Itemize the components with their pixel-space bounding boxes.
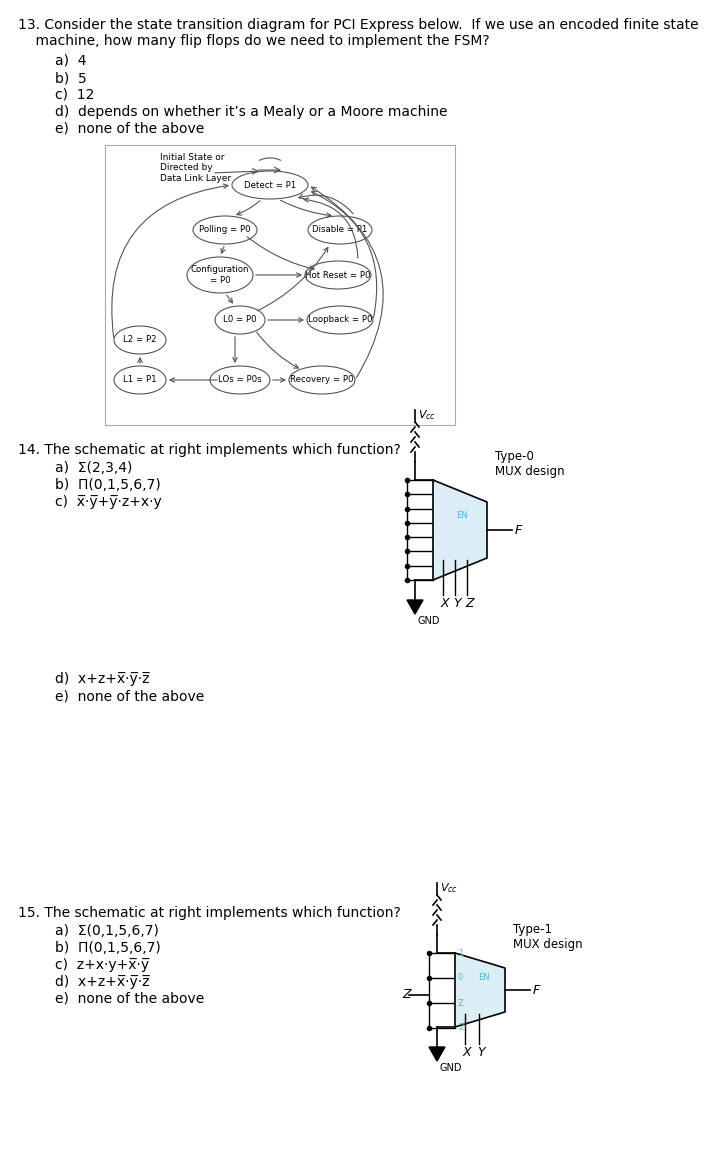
- Polygon shape: [407, 600, 423, 614]
- Text: d)  depends on whether it’s a Mealy or a Moore machine: d) depends on whether it’s a Mealy or a …: [55, 105, 448, 119]
- Text: Initial State or
Directed by
Data Link Layer: Initial State or Directed by Data Link L…: [160, 153, 231, 182]
- Text: 1: 1: [458, 949, 463, 958]
- Text: Type-1
MUX design: Type-1 MUX design: [513, 923, 582, 951]
- Text: GND: GND: [418, 616, 441, 625]
- Text: b)  5: b) 5: [55, 72, 87, 85]
- Text: d)  x+z+x̅·y̅·z̅: d) x+z+x̅·y̅·z̅: [55, 672, 149, 685]
- Text: e)  none of the above: e) none of the above: [55, 689, 204, 703]
- Text: 14. The schematic at right implements which function?: 14. The schematic at right implements wh…: [18, 443, 400, 457]
- Text: L2 = P2: L2 = P2: [123, 336, 157, 345]
- Text: Z: Z: [458, 998, 464, 1007]
- Text: Recovery = P0: Recovery = P0: [290, 375, 354, 384]
- Ellipse shape: [232, 171, 308, 198]
- Text: Detect = P1: Detect = P1: [244, 180, 296, 189]
- Text: Hot Reset = P0: Hot Reset = P0: [305, 270, 371, 279]
- Text: $V_{cc}$: $V_{cc}$: [440, 881, 458, 894]
- Text: EN: EN: [478, 974, 490, 982]
- Text: Loopback = P0: Loopback = P0: [308, 315, 372, 324]
- Text: e)  none of the above: e) none of the above: [55, 992, 204, 1006]
- Ellipse shape: [114, 325, 166, 354]
- Text: machine, how many flip flops do we need to implement the FSM?: machine, how many flip flops do we need …: [18, 33, 490, 48]
- Text: Type-0
MUX design: Type-0 MUX design: [495, 450, 565, 478]
- Ellipse shape: [308, 216, 372, 243]
- Text: Y: Y: [477, 1046, 484, 1059]
- Text: e)  none of the above: e) none of the above: [55, 122, 204, 136]
- Text: a)  4: a) 4: [55, 54, 87, 68]
- Text: c)  12: c) 12: [55, 88, 94, 102]
- Text: 15. The schematic at right implements which function?: 15. The schematic at right implements wh…: [18, 906, 400, 920]
- Ellipse shape: [187, 257, 253, 293]
- Ellipse shape: [193, 216, 257, 243]
- Ellipse shape: [305, 261, 371, 288]
- Text: $V_{cc}$: $V_{cc}$: [418, 409, 436, 422]
- Text: d)  x+z+x̅·y̅·z̅: d) x+z+x̅·y̅·z̅: [55, 975, 149, 989]
- Text: F: F: [533, 983, 540, 997]
- Polygon shape: [455, 953, 505, 1027]
- Text: 13. Consider the state transition diagram for PCI Express below.  If we use an e: 13. Consider the state transition diagra…: [18, 18, 699, 32]
- Text: GND: GND: [440, 1063, 462, 1073]
- Text: X: X: [463, 1046, 472, 1059]
- Text: L1 = P1: L1 = P1: [123, 375, 157, 384]
- Text: X: X: [441, 597, 450, 610]
- Text: c)  z+x·y+x̅·y̅: c) z+x·y+x̅·y̅: [55, 958, 149, 972]
- Text: L0 = P0: L0 = P0: [223, 315, 257, 324]
- Text: c)  x̅·y̅+y̅·z+x·y: c) x̅·y̅+y̅·z+x·y: [55, 495, 161, 509]
- Bar: [105, 145, 455, 425]
- Polygon shape: [429, 1047, 445, 1061]
- Text: F: F: [515, 524, 522, 537]
- Text: a)  Σ(0,1,5,6,7): a) Σ(0,1,5,6,7): [55, 924, 159, 938]
- Text: Z: Z: [465, 597, 474, 610]
- Ellipse shape: [307, 306, 373, 334]
- Text: Y: Y: [453, 597, 460, 610]
- Text: Configuration
= P0: Configuration = P0: [191, 265, 250, 285]
- Text: 0: 0: [458, 974, 463, 982]
- Text: Disable = P1: Disable = P1: [312, 225, 368, 234]
- Ellipse shape: [210, 366, 270, 394]
- Text: Polling = P0: Polling = P0: [200, 225, 251, 234]
- Text: a)  Σ(2,3,4): a) Σ(2,3,4): [55, 460, 133, 475]
- Text: b)  Π(0,1,5,6,7): b) Π(0,1,5,6,7): [55, 941, 161, 956]
- Text: 2: 2: [458, 1024, 463, 1033]
- Polygon shape: [433, 480, 487, 580]
- Text: LOs = P0s: LOs = P0s: [218, 375, 262, 384]
- Text: Z: Z: [402, 989, 410, 1002]
- Ellipse shape: [215, 306, 265, 334]
- Text: EN: EN: [456, 510, 468, 519]
- Ellipse shape: [114, 366, 166, 394]
- Ellipse shape: [289, 366, 355, 394]
- Text: b)  Π(0,1,5,6,7): b) Π(0,1,5,6,7): [55, 478, 161, 492]
